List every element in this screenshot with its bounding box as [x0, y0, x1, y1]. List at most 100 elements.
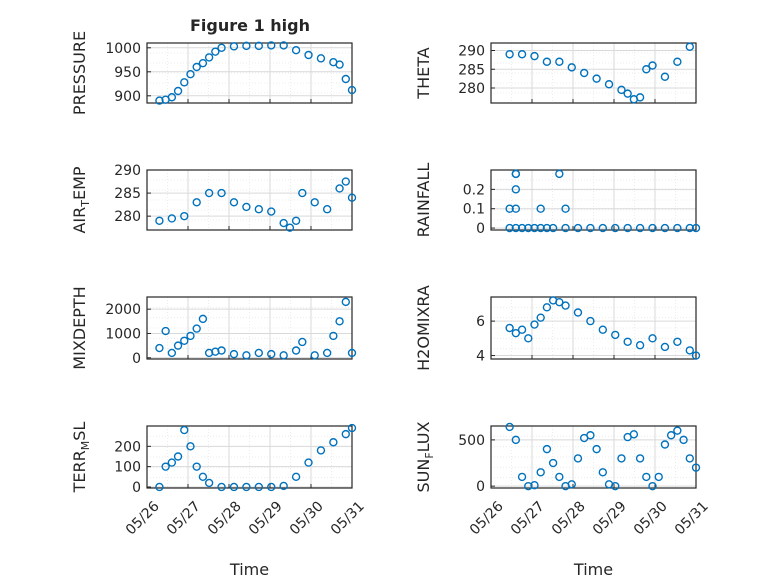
data-point	[310, 198, 319, 207]
data-point	[511, 328, 521, 338]
data-point	[635, 223, 645, 233]
data-point	[229, 42, 239, 51]
data-point	[329, 331, 338, 341]
data-point	[524, 223, 533, 233]
data-point	[267, 482, 276, 492]
y-tick-label: 0	[132, 351, 141, 367]
data-point	[611, 481, 620, 491]
data-point	[555, 297, 564, 307]
y-tick-label: 0	[132, 480, 141, 496]
data-point	[542, 57, 552, 66]
data-point	[335, 60, 344, 69]
data-point	[679, 435, 688, 445]
data-point	[611, 330, 620, 340]
data-point	[167, 93, 177, 102]
data-point	[530, 481, 539, 490]
data-point	[173, 86, 183, 96]
data-point	[561, 204, 570, 213]
data-point	[267, 207, 276, 216]
data-point	[548, 223, 558, 233]
data-point	[329, 438, 338, 447]
subplot-6: 4 6 H2OMIXRA	[414, 285, 701, 371]
data-point	[586, 223, 595, 233]
data-point	[167, 458, 177, 467]
data-point	[304, 50, 313, 60]
data-point	[511, 435, 521, 445]
data-point	[180, 211, 189, 221]
data-point	[536, 313, 545, 322]
data-point	[586, 316, 595, 326]
data-point	[161, 462, 170, 471]
data-point	[347, 85, 357, 95]
y-tick-label: 2000	[105, 302, 141, 318]
axes-box	[490, 425, 697, 489]
data-point	[617, 85, 626, 95]
figure-title: Figure 1 high	[190, 16, 310, 35]
y-axis-label: PRESSURE	[70, 31, 89, 115]
data-point	[642, 472, 651, 482]
data-point	[242, 202, 251, 212]
data-point	[623, 337, 632, 346]
y-tick-label: 200	[114, 439, 141, 455]
y-tick-label: 285	[114, 186, 141, 202]
y-tick-label: 290	[114, 163, 141, 179]
data-point	[341, 297, 350, 307]
data-point	[217, 188, 226, 198]
y-tick-label: 280	[458, 81, 485, 97]
data-point	[198, 58, 208, 68]
data-point	[592, 74, 601, 83]
data-point	[685, 454, 694, 463]
x-axis-label: Time	[229, 560, 269, 579]
data-point	[567, 480, 576, 489]
data-point	[173, 341, 183, 350]
data-point	[254, 205, 264, 214]
axes-box	[490, 42, 697, 104]
data-point	[660, 72, 670, 81]
data-point	[598, 468, 608, 477]
data-point	[542, 444, 552, 454]
data-point	[505, 223, 514, 233]
data-point	[517, 223, 527, 233]
data-point	[691, 463, 701, 472]
axes-box	[490, 296, 697, 360]
data-point	[530, 51, 539, 61]
data-point	[217, 346, 226, 355]
subplot-2: 280 285 290 THETA	[414, 42, 697, 104]
data-point	[648, 61, 657, 70]
data-point	[155, 482, 164, 492]
y-tick-label: 0	[476, 479, 485, 495]
data-point	[229, 482, 239, 492]
data-point	[517, 325, 527, 334]
data-point	[304, 458, 313, 467]
data-point	[567, 63, 576, 72]
y-tick-label: 1000	[105, 326, 141, 342]
subplot-4: 0 0.1 0.2 RAINFALL	[414, 163, 701, 237]
data-point	[291, 346, 301, 355]
y-axis-label: SUNFLUX	[414, 421, 436, 492]
data-point	[691, 351, 701, 360]
data-point	[155, 216, 164, 225]
data-point	[530, 320, 539, 329]
data-point	[341, 74, 350, 84]
data-point	[561, 223, 570, 233]
data-point	[648, 223, 657, 233]
data-point	[635, 93, 645, 102]
data-point	[579, 68, 589, 78]
y-tick-label: 4	[476, 349, 485, 365]
subplot-1: 900 950 1000 PRESSURE	[70, 31, 357, 115]
data-point	[310, 351, 319, 360]
data-point	[511, 223, 521, 233]
data-point	[173, 452, 183, 461]
subplot-5: 0 1000 2000 MIXDEPTH	[70, 286, 357, 370]
data-point	[542, 223, 552, 233]
data-point	[316, 446, 326, 455]
axes-box	[146, 296, 353, 360]
data-point	[635, 341, 645, 350]
data-point	[660, 223, 670, 233]
axes-box	[146, 169, 353, 231]
data-point	[617, 454, 626, 463]
data-point	[642, 65, 651, 74]
data-point	[517, 472, 527, 482]
data-point	[285, 223, 295, 232]
data-point	[217, 482, 226, 492]
